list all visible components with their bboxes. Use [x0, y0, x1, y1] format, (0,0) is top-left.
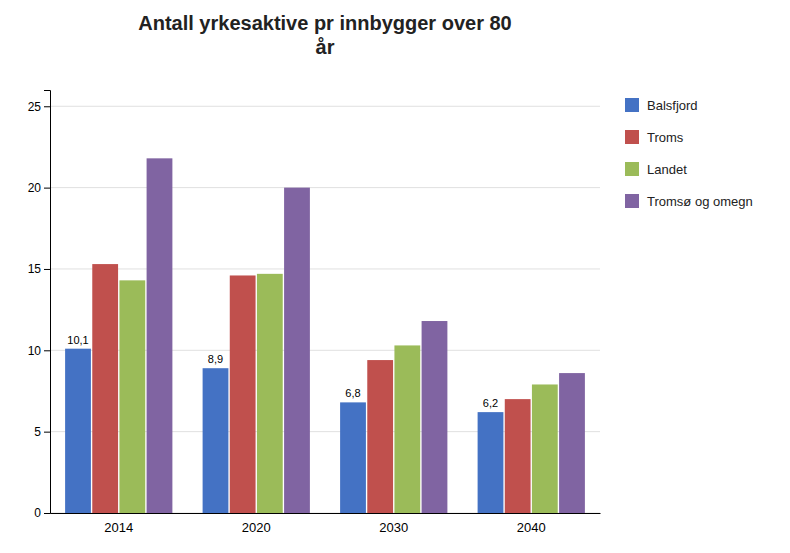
y-tick: 10	[28, 344, 50, 358]
legend-label: Balsfjord	[647, 98, 698, 113]
y-tick: 20	[28, 181, 50, 195]
y-axis-line	[44, 91, 51, 514]
bar	[284, 188, 310, 513]
data-labels: 10,1 8,9 6,8 6,2	[67, 334, 498, 409]
y-tick: 25	[28, 100, 50, 114]
x-axis-line	[51, 513, 601, 514]
y-tick-label: 25	[28, 100, 42, 114]
plot: 0 5 10 15 20 25 2014 2020 2030 2040 10,1 8,9 6,8 6,2	[28, 91, 601, 536]
x-tick-label: 2030	[379, 520, 408, 535]
x-tick: 2030	[379, 513, 408, 535]
bar	[92, 264, 118, 513]
bar	[147, 158, 173, 513]
legend-swatch	[625, 98, 639, 112]
x-tick: 2014	[104, 513, 133, 535]
y-tick: 5	[34, 425, 50, 439]
x-tick-label: 2020	[242, 520, 271, 535]
y-tick-mark	[44, 432, 50, 433]
y-tick-mark	[44, 269, 50, 270]
y-tick-label: 5	[34, 425, 41, 439]
grid-line	[50, 187, 600, 188]
bar	[478, 412, 504, 513]
bar	[257, 274, 283, 513]
grid	[50, 106, 600, 513]
chart-svg: 0 5 10 15 20 25 2014 2020 2030 2040 10,1 8,9 6,8 6,2 A…	[0, 0, 790, 553]
chart-container: 0 5 10 15 20 25 2014 2020 2030 2040 10,1 8,9 6,8 6,2 A…	[0, 0, 790, 553]
legend-item: Landet	[625, 162, 687, 177]
bar	[230, 275, 256, 513]
data-label: 6,8	[345, 387, 360, 399]
y-tick-mark	[44, 188, 50, 189]
x-axis: 2014 2020 2030 2040	[51, 513, 601, 535]
bar	[559, 373, 585, 513]
y-tick-mark	[44, 106, 50, 107]
bar	[394, 345, 420, 513]
legend-item: Balsfjord	[625, 98, 698, 113]
legend: Balsfjord Troms Landet Tromsø og omegn	[625, 98, 753, 209]
grid-line	[50, 106, 600, 107]
bars	[65, 158, 585, 513]
title: Antall yrkesaktive pr innbygger over 80å…	[138, 12, 512, 58]
bar	[203, 368, 229, 513]
legend-item: Troms	[625, 130, 684, 145]
legend-swatch	[625, 130, 639, 144]
data-label: 8,9	[208, 353, 223, 365]
bar-series	[147, 158, 585, 513]
legend-label: Troms	[647, 130, 684, 145]
bar	[505, 399, 531, 513]
title-line: Antall yrkesaktive pr innbygger over 80	[138, 12, 512, 34]
y-tick-label: 15	[28, 262, 42, 276]
legend-item: Tromsø og omegn	[625, 194, 753, 209]
legend-swatch	[625, 194, 639, 208]
bar	[340, 402, 366, 513]
bar	[422, 321, 448, 513]
x-tick: 2040	[517, 513, 546, 535]
x-tick-label: 2014	[104, 520, 133, 535]
bar	[367, 360, 393, 513]
y-tick-label: 0	[34, 506, 41, 520]
grid-line	[50, 268, 600, 269]
y-tick-label: 10	[28, 344, 42, 358]
bar-series	[119, 274, 557, 513]
legend-swatch	[625, 162, 639, 176]
bar	[532, 384, 558, 513]
x-tick: 2020	[242, 513, 271, 535]
legend-label: Tromsø og omegn	[647, 194, 753, 209]
y-tick: 0	[34, 506, 50, 520]
bar	[119, 280, 145, 513]
title-line: år	[316, 36, 335, 58]
y-tick-label: 20	[28, 181, 42, 195]
bar	[65, 349, 91, 513]
data-label: 10,1	[67, 334, 88, 346]
legend-label: Landet	[647, 162, 687, 177]
y-axis: 0 5 10 15 20 25	[28, 91, 51, 521]
y-tick: 15	[28, 262, 50, 276]
y-tick-mark	[44, 513, 50, 514]
y-tick-mark	[44, 350, 50, 351]
x-tick-label: 2040	[517, 520, 546, 535]
data-label: 6,2	[483, 397, 498, 409]
